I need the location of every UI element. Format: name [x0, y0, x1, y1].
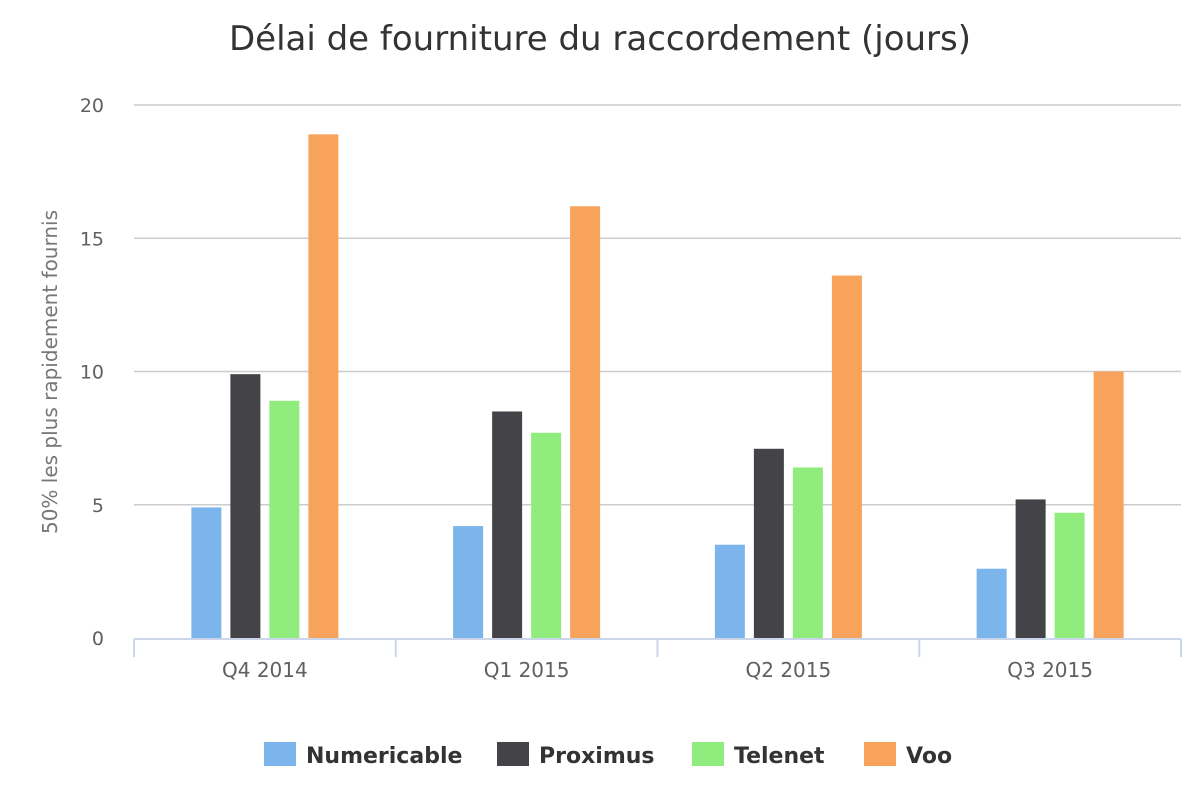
- legend-swatch-voo: [864, 742, 896, 766]
- x-tick-label: Q4 2014: [222, 658, 308, 682]
- y-tick-label: 0: [92, 628, 104, 650]
- bar-voo-1: [308, 134, 339, 638]
- y-tick-label: 5: [92, 495, 104, 517]
- bar-voo-4: [1093, 371, 1124, 638]
- bar-proximus-1: [230, 374, 261, 638]
- y-axis-title: 50% les plus rapidement fournis: [38, 210, 62, 534]
- bar-numericable-1: [191, 507, 222, 638]
- y-tick-label: 15: [80, 228, 104, 250]
- bars: [191, 134, 1124, 638]
- bar-numericable-4: [976, 568, 1007, 638]
- bar-numericable-2: [453, 526, 484, 638]
- bar-telenet-2: [531, 432, 562, 638]
- chart-title: Délai de fourniture du raccordement (jou…: [229, 19, 971, 59]
- bar-numericable-3: [714, 544, 745, 638]
- x-tick-label: Q1 2015: [484, 658, 570, 682]
- legend-label-telenet: Telenet: [734, 744, 825, 769]
- bar-proximus-3: [753, 448, 784, 638]
- legend-swatch-proximus: [497, 742, 529, 766]
- legend-label-proximus: Proximus: [539, 744, 655, 769]
- bar-telenet-4: [1054, 512, 1085, 638]
- y-tick-label: 20: [80, 95, 104, 117]
- x-axis: Q4 2014 Q1 2015 Q2 2015 Q3 2015: [133, 638, 1182, 682]
- y-axis-ticks: 0 5 10 15 20: [80, 95, 104, 650]
- bar-voo-3: [831, 275, 862, 638]
- bar-proximus-4: [1015, 499, 1046, 638]
- bar-telenet-3: [792, 467, 823, 638]
- bar-proximus-2: [492, 411, 523, 638]
- x-tick-label: Q2 2015: [746, 658, 832, 682]
- bar-telenet-1: [269, 400, 300, 638]
- legend: Numericable Proximus Telenet Voo: [264, 742, 952, 769]
- legend-swatch-numericable: [264, 742, 296, 766]
- legend-swatch-telenet: [692, 742, 724, 766]
- x-tick-label: Q3 2015: [1007, 658, 1093, 682]
- legend-label-voo: Voo: [906, 744, 952, 769]
- legend-label-numericable: Numericable: [306, 744, 462, 769]
- bar-voo-2: [570, 206, 601, 638]
- y-tick-label: 10: [80, 362, 104, 384]
